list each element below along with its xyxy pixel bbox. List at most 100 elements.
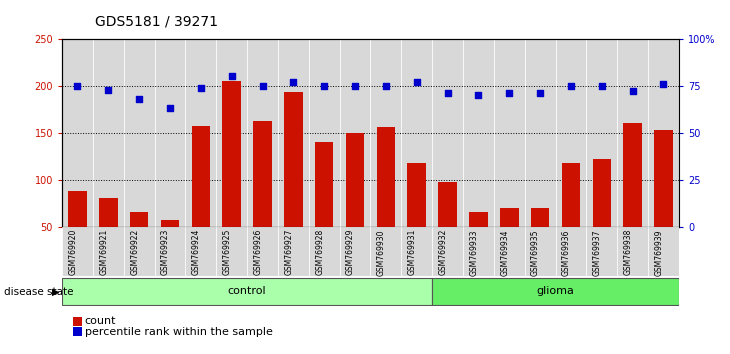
Bar <box>124 227 155 276</box>
Text: GSM769924: GSM769924 <box>192 229 201 275</box>
Bar <box>402 39 432 227</box>
Text: GSM769928: GSM769928 <box>315 229 324 275</box>
Bar <box>556 39 586 227</box>
Bar <box>469 212 488 227</box>
Point <box>164 105 176 111</box>
Bar <box>68 191 87 227</box>
Text: control: control <box>228 286 266 296</box>
Point <box>288 79 299 85</box>
Bar <box>402 227 432 276</box>
Bar <box>309 39 339 227</box>
Bar <box>500 208 518 227</box>
Point <box>257 83 269 89</box>
Point <box>627 88 639 94</box>
Bar <box>315 142 334 227</box>
Bar <box>617 227 648 276</box>
Text: GSM769925: GSM769925 <box>223 229 231 275</box>
Bar <box>371 39 402 227</box>
Bar <box>377 127 395 227</box>
Bar <box>130 212 148 227</box>
Text: count: count <box>85 316 116 326</box>
Bar <box>432 39 463 227</box>
Bar <box>618 39 648 227</box>
Text: GSM769920: GSM769920 <box>69 229 77 275</box>
Bar <box>339 39 371 227</box>
Point <box>411 79 423 85</box>
Point <box>380 83 392 89</box>
Bar <box>247 39 278 227</box>
Bar <box>463 227 493 276</box>
Text: ▶: ▶ <box>52 287 59 297</box>
Bar <box>586 227 617 276</box>
Bar <box>432 227 463 276</box>
Bar <box>371 227 402 276</box>
Bar <box>648 227 679 276</box>
Bar <box>253 121 272 227</box>
Text: GSM769935: GSM769935 <box>531 229 540 275</box>
Bar <box>654 130 673 227</box>
Bar <box>155 39 185 227</box>
Bar <box>278 227 309 276</box>
Bar <box>99 198 118 227</box>
Point <box>318 83 330 89</box>
Point <box>442 91 453 96</box>
Text: GSM769921: GSM769921 <box>99 229 108 275</box>
Bar <box>247 227 278 276</box>
Text: GSM769934: GSM769934 <box>500 229 510 275</box>
Bar <box>493 227 525 276</box>
Bar <box>124 39 155 227</box>
Bar <box>155 227 185 276</box>
Text: GSM769929: GSM769929 <box>346 229 355 275</box>
Bar <box>432 278 679 305</box>
Text: GSM769937: GSM769937 <box>593 229 602 275</box>
Text: GSM769936: GSM769936 <box>562 229 571 275</box>
Point <box>134 96 145 102</box>
Text: GSM769930: GSM769930 <box>377 229 386 275</box>
Text: GSM769922: GSM769922 <box>130 229 139 275</box>
Point <box>596 83 607 89</box>
Bar <box>284 92 303 227</box>
Text: GSM769933: GSM769933 <box>469 229 478 275</box>
Text: percentile rank within the sample: percentile rank within the sample <box>85 327 272 337</box>
Point <box>195 85 207 91</box>
Text: disease state: disease state <box>4 287 73 297</box>
Bar <box>525 227 556 276</box>
Point <box>504 91 515 96</box>
Text: GSM769926: GSM769926 <box>253 229 263 275</box>
Bar <box>216 39 247 227</box>
Bar <box>93 227 124 276</box>
Text: GSM769938: GSM769938 <box>623 229 633 275</box>
Bar <box>531 208 550 227</box>
Bar <box>623 124 642 227</box>
Bar <box>62 227 93 276</box>
Point <box>102 87 114 92</box>
Text: GSM769939: GSM769939 <box>655 229 664 275</box>
Bar <box>339 227 371 276</box>
Bar <box>586 39 618 227</box>
Bar <box>463 39 494 227</box>
Point <box>565 83 577 89</box>
Bar <box>494 39 525 227</box>
Bar <box>561 163 580 227</box>
Bar <box>438 182 457 227</box>
Point <box>72 83 83 89</box>
Text: GSM769923: GSM769923 <box>161 229 170 275</box>
Bar <box>185 227 216 276</box>
Bar <box>346 133 364 227</box>
Text: glioma: glioma <box>537 286 575 296</box>
Text: GSM769932: GSM769932 <box>439 229 447 275</box>
Bar <box>556 227 586 276</box>
Text: GSM769931: GSM769931 <box>408 229 417 275</box>
Bar <box>62 278 432 305</box>
Bar <box>593 159 611 227</box>
Bar <box>191 126 210 227</box>
Bar <box>525 39 556 227</box>
Text: GSM769927: GSM769927 <box>285 229 293 275</box>
Bar <box>185 39 216 227</box>
Point <box>472 92 484 98</box>
Bar <box>648 39 679 227</box>
Bar <box>161 220 180 227</box>
Bar <box>309 227 339 276</box>
Bar <box>62 39 93 227</box>
Text: GDS5181 / 39271: GDS5181 / 39271 <box>95 14 218 28</box>
